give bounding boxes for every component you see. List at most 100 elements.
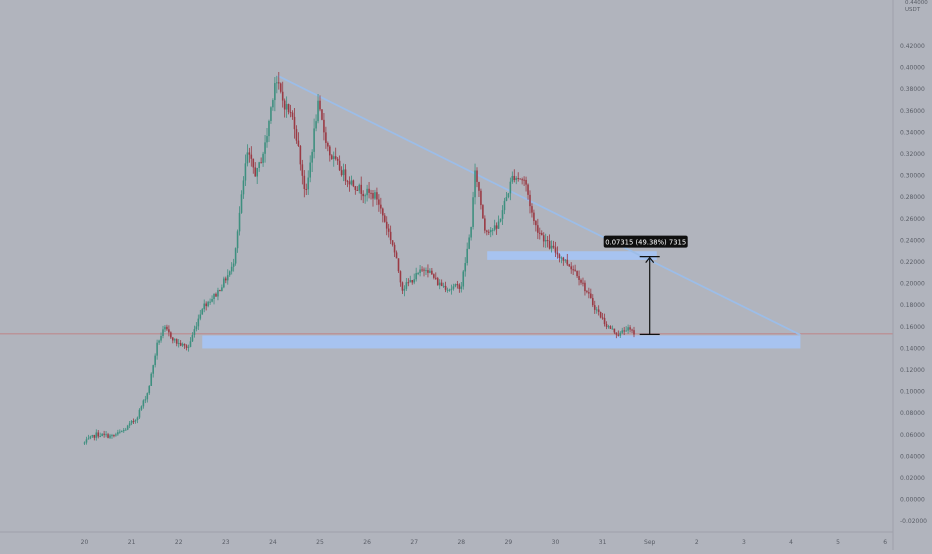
- candle-body-82: [244, 163, 247, 181]
- candle-body-163: [403, 288, 406, 291]
- y-tick-label-0: 0.42000: [900, 43, 925, 50]
- trendline-layer: [277, 74, 801, 336]
- candle-body-237: [548, 240, 551, 249]
- y-tick-label-22: -0.02000: [900, 518, 927, 525]
- candle-body-83: [246, 152, 249, 164]
- candle-body-255: [584, 282, 586, 292]
- candle-body-245: [564, 259, 567, 261]
- candle-body-6: [95, 432, 98, 438]
- candle-body-73: [226, 275, 229, 281]
- candle-body-105: [289, 112, 292, 114]
- candle-body-120: [319, 100, 321, 110]
- x-tick-label-4: 24: [269, 539, 277, 546]
- candle-body-71: [223, 278, 225, 288]
- candle-body-124: [327, 142, 329, 147]
- candle-body-229: [533, 212, 535, 222]
- candle-body-169: [415, 273, 417, 280]
- candle-body-76: [232, 263, 235, 267]
- measure-label-bg: [603, 235, 688, 248]
- candle-body-78: [236, 231, 239, 249]
- candle-body-147: [372, 193, 374, 199]
- candle-body-123: [325, 132, 327, 143]
- candle-body-242: [558, 254, 561, 259]
- candle-body-45: [172, 337, 174, 341]
- candle-body-195: [466, 248, 468, 264]
- zone-layer: [0, 251, 893, 349]
- candle-body-26: [134, 420, 137, 422]
- candle-body-157: [391, 240, 394, 245]
- candle-body-272: [617, 334, 620, 336]
- candle-body-243: [560, 257, 563, 259]
- candle-body-111: [301, 164, 304, 176]
- candle-body-148: [374, 192, 376, 199]
- candle-body-206: [487, 231, 490, 233]
- candle-body-108: [295, 129, 298, 141]
- candle-body-92: [264, 142, 266, 154]
- y-tick-label-10: 0.22000: [900, 259, 925, 266]
- candle-body-256: [586, 291, 588, 293]
- candle-body-261: [595, 309, 598, 311]
- candle-body-135: [348, 181, 351, 185]
- candle-body-274: [621, 330, 624, 333]
- candle-body-125: [329, 146, 331, 156]
- candle-body-90: [260, 162, 262, 164]
- candle-body-4: [91, 435, 94, 437]
- candle-body-178: [433, 274, 435, 278]
- candle-body-113: [305, 188, 308, 190]
- measure-layer: 0.07315 (49.38%) 7315: [603, 235, 688, 336]
- candle-body-47: [175, 339, 178, 344]
- candle-body-106: [291, 112, 294, 117]
- candle-body-60: [201, 309, 204, 315]
- support-zone: [202, 335, 801, 349]
- candle-body-230: [535, 221, 537, 226]
- candle-body-249: [572, 269, 574, 271]
- candle-body-232: [539, 232, 541, 234]
- candle-body-191: [458, 284, 461, 289]
- candle-body-159: [395, 252, 398, 259]
- candle-body-55: [191, 334, 194, 342]
- candle-body-36: [154, 355, 156, 366]
- candle-body-142: [362, 193, 364, 197]
- candle-body-22: [126, 425, 129, 430]
- candle-body-233: [540, 232, 543, 236]
- candle-body-74: [228, 271, 231, 276]
- candle-body-61: [203, 303, 206, 310]
- candle-body-103: [285, 104, 288, 110]
- candle-body-247: [568, 264, 571, 267]
- candle-body-185: [446, 289, 449, 291]
- y-tick-label-15: 0.12000: [900, 367, 925, 374]
- candle-body-270: [613, 328, 616, 333]
- candle-body-25: [132, 420, 135, 422]
- candle-body-263: [599, 311, 602, 318]
- candle-body-63: [207, 301, 209, 307]
- candle-body-176: [429, 270, 431, 273]
- candle-body-37: [156, 342, 158, 356]
- y-tick-label-6: 0.30000: [900, 173, 925, 180]
- candle-body-279: [631, 329, 633, 331]
- candle-body-250: [574, 269, 576, 271]
- candle-body-67: [215, 293, 217, 297]
- candle-body-20: [122, 430, 125, 432]
- x-tick-label-2: 22: [175, 539, 183, 546]
- candle-body-51: [183, 343, 186, 346]
- candle-body-197: [470, 226, 472, 238]
- candle-body-175: [427, 270, 429, 273]
- candle-body-276: [625, 330, 627, 332]
- y-tick-label-1: 0.40000: [900, 65, 925, 72]
- candle-body-72: [225, 278, 227, 281]
- candle-body-209: [493, 225, 496, 230]
- candle-body-220: [515, 177, 518, 181]
- candle-body-177: [431, 270, 433, 275]
- candle-body-199: [474, 170, 476, 198]
- candle-body-226: [527, 184, 529, 195]
- candle-body-49: [179, 342, 182, 346]
- x-tick-label-5: 25: [316, 539, 324, 546]
- candle-body-118: [315, 121, 317, 129]
- descending-trendline: [277, 74, 801, 336]
- candle-body-144: [366, 188, 368, 196]
- candle-body-139: [356, 189, 359, 191]
- x-tick-label-13: 2: [695, 539, 699, 546]
- candle-body-189: [454, 284, 457, 287]
- candle-body-190: [456, 284, 459, 286]
